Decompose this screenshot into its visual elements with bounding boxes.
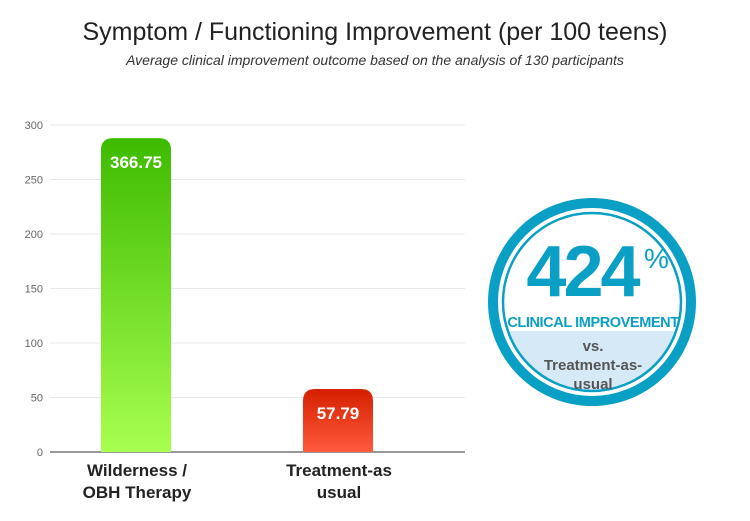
y-tick-label: 0 xyxy=(37,447,43,459)
x-category-label: usual xyxy=(317,483,361,502)
callout-number: 424 xyxy=(526,232,640,312)
bar-data-label: 366.75 xyxy=(110,153,162,172)
bar xyxy=(101,138,171,452)
y-tick-label: 150 xyxy=(25,284,43,296)
chart-title: Symptom / Functioning Improvement (per 1… xyxy=(82,18,668,46)
bar xyxy=(303,389,373,452)
x-category-label: Wilderness / xyxy=(87,461,187,480)
chart-subtitle: Average clinical improvement outcome bas… xyxy=(126,52,624,68)
callout-percent: % xyxy=(644,243,669,274)
y-tick-label: 250 xyxy=(25,175,43,187)
bar-data-label: 57.79 xyxy=(317,404,360,423)
y-tick-label: 300 xyxy=(25,120,43,132)
callout-line-2: Treatment-as- xyxy=(544,357,642,374)
callout-outer-ring xyxy=(488,198,696,406)
x-category-label: Treatment-as xyxy=(286,461,392,480)
x-category-label: OBH Therapy xyxy=(83,483,192,502)
y-tick-label: 50 xyxy=(31,393,43,405)
y-tick-label: 100 xyxy=(25,338,43,350)
callout-inner-ring xyxy=(501,211,683,393)
callout-line-3: usual xyxy=(573,376,612,393)
y-tick-label: 200 xyxy=(25,229,43,241)
callout-line-1: vs. xyxy=(583,338,604,355)
callout-headline: CLINICAL IMPROVEMENT xyxy=(507,315,679,331)
